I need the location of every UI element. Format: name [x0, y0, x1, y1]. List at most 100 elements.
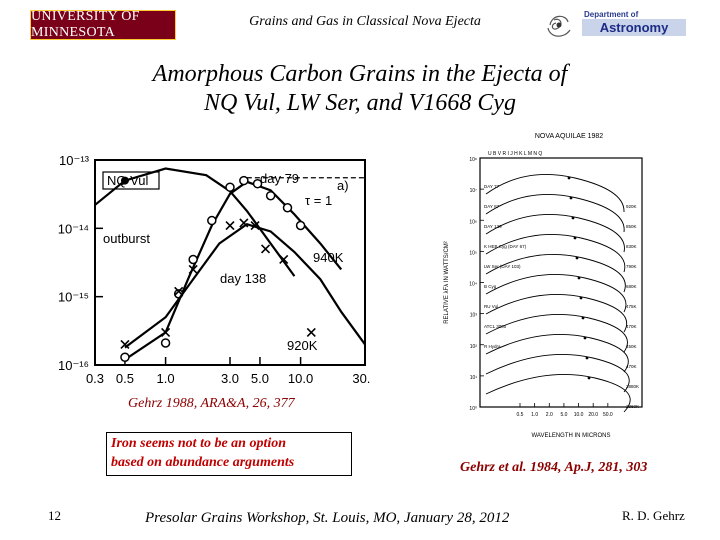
department-label: Department of [584, 10, 639, 19]
chart-title: NOVA AQUILAE 1982 [535, 133, 603, 140]
cross-stroke [279, 254, 289, 265]
data-point-cross [239, 218, 249, 228]
series-curve [485, 313, 628, 353]
day138-label: day 138 [220, 271, 266, 286]
series-curve [485, 233, 626, 273]
right-chart: NOVA AQUILAE 1982 U B V R I J H K L M N Q… [444, 133, 643, 439]
data-point [569, 196, 573, 200]
x-tick-label: 2.0 [546, 412, 553, 418]
series-curve [485, 253, 626, 293]
data-point [579, 296, 583, 300]
data-point [581, 316, 585, 320]
series-curve [124, 180, 343, 361]
series-curve [485, 333, 629, 373]
x-tick-label: 30.0 [352, 371, 370, 386]
data-point-open [207, 215, 217, 226]
x-tick-label: 5.0 [251, 371, 269, 386]
series-curve [485, 173, 625, 213]
cross-stroke [306, 327, 316, 337]
data-point-open [160, 338, 171, 348]
data-point [583, 336, 587, 340]
x-tick-label: 50.0 [603, 412, 613, 418]
y-tick-label: 10⁻¹⁶ [58, 358, 89, 373]
x-axis-label: WAVELENGTH IN MICRONS [531, 433, 610, 439]
series-curve [94, 167, 296, 277]
left-chart: 10⁻¹³ 10⁻¹⁴ 10⁻¹⁵ 10⁻¹⁶0.3 0.5 1.0 3.0 5.0 10.0 3… [58, 153, 370, 386]
series-temp-label: 790K [626, 264, 637, 269]
data-point-cross [250, 220, 260, 231]
data-point-open [265, 190, 276, 201]
cross-stroke [239, 218, 249, 228]
cross-stroke [174, 286, 184, 296]
day79-label: day 79 [260, 171, 299, 186]
y-tick-label: 10⁶ [469, 219, 477, 225]
slide-title: Amorphous Carbon Grains in the Ejecta of… [60, 60, 660, 118]
x-tick-label: 10.0 [574, 412, 584, 418]
data-point-cross [279, 254, 289, 265]
data-point-cross [120, 339, 130, 349]
series-curve [485, 213, 625, 253]
y-tick-label: 10⁻¹⁴ [58, 221, 89, 236]
y-tick-label: 10² [470, 344, 478, 350]
series-temp-label: 830K [626, 244, 637, 249]
outburst-label: outburst [103, 231, 150, 246]
y-tick-label: 10⁷ [470, 188, 478, 194]
y-tick-label: 10⁻¹³ [59, 153, 90, 168]
data-point-cross [174, 286, 184, 296]
series-curve [485, 293, 628, 333]
cross-stroke [225, 220, 235, 231]
data-point [577, 276, 581, 280]
temp-940k-label: 940K [313, 250, 344, 265]
data-point-cross [188, 264, 198, 275]
x-tick-label: 1.0 [157, 371, 175, 386]
data-point-open [239, 175, 249, 186]
series-curve [124, 222, 366, 349]
series-label: B Cyg [484, 284, 497, 289]
series-temp-label: 850K [626, 224, 637, 229]
data-point-open [252, 178, 263, 189]
data-point [567, 176, 571, 180]
series-label: ATCL 3000 [484, 324, 507, 329]
slide-title-line1: Amorphous Carbon Grains in the Ejecta of [152, 61, 568, 87]
series-label: R Hydra [484, 344, 501, 349]
x-tick-label: 20.0 [588, 412, 598, 418]
x-tick-label: 3.0 [221, 371, 239, 386]
y-tick-label: 10⁵ [469, 250, 477, 256]
data-point-cross [161, 327, 171, 337]
x-tick-label: 0.5 [517, 412, 524, 418]
y-tick-label: 10⁰ [469, 406, 477, 412]
x-tick-label: 0.3 [86, 371, 104, 386]
series-curve [485, 353, 630, 393]
data-point [575, 256, 579, 260]
data-point-open [188, 254, 198, 265]
citation-left: Gehrz 1988, ARA&A, 26, 377 [128, 396, 295, 411]
series-curve [485, 193, 625, 233]
tau-label: τ = 1 [305, 193, 332, 208]
page-number: 12 [48, 508, 61, 523]
note-line2: based on abundance arguments [111, 455, 295, 470]
series-temp-label: 470K [626, 324, 637, 329]
footer-text: Presolar Grains Workshop, St. Louis, MO,… [145, 510, 510, 526]
note-box: Iron seems not to be an option based on … [106, 432, 352, 476]
series-temp-label: 2880K [626, 384, 639, 389]
series-curve [485, 373, 631, 413]
data-point [573, 236, 577, 240]
slide-title-line2: NQ Vul, LW Ser, and V1668 Cyg [204, 90, 516, 116]
y-tick-label: 10⁸ [469, 157, 477, 163]
cross-stroke [161, 327, 171, 337]
university-logo: UNIVERSITY OF MINNESOTA [30, 9, 176, 40]
panel-label: a) [337, 178, 349, 193]
cross-stroke [120, 339, 130, 349]
note-line1: Iron seems not to be an option [111, 436, 287, 451]
y-axis-label: RELATIVE λFλ IN WATTS/CM² [444, 241, 450, 324]
data-point-open [225, 182, 235, 192]
series-label: K HEB Cyg (DAY 67) [484, 244, 527, 249]
data-point-cross [225, 220, 235, 231]
series-temp-label: 680K [626, 284, 637, 289]
series-temp-label: 450K [626, 344, 637, 349]
header-title: Grains and Gas in Classical Nova Ejecta [249, 14, 481, 29]
source-label: NQ Vul [107, 173, 149, 188]
data-point-filled [120, 176, 129, 185]
data-point [571, 216, 575, 220]
y-tick-label: 10³ [470, 313, 478, 319]
